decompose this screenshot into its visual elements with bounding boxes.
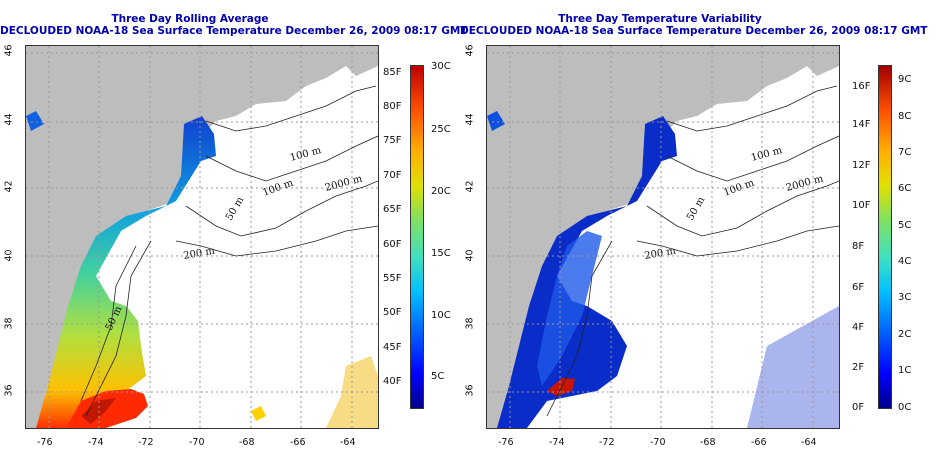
left-cb-c-20: 20C — [431, 186, 451, 197]
left-cb-c-10: 10C — [431, 310, 451, 321]
variability-inner-shelf — [537, 231, 602, 386]
left-cb-f-65: 65F — [383, 204, 402, 215]
left-title-line1: Three Day Rolling Average — [111, 13, 269, 25]
right-cb-c-5: 5C — [898, 220, 912, 231]
left-lon-64: -64 — [340, 437, 356, 448]
left-lat-46: 46 — [3, 44, 15, 57]
right-cb-c-8: 8C — [898, 111, 912, 122]
left-lat-42: 42 — [3, 180, 15, 193]
left-lon-76: -76 — [37, 437, 53, 448]
right-cb-f-10: 10F — [852, 200, 871, 211]
left-cb-f-60: 60F — [383, 239, 402, 250]
sst-shelf-water — [36, 116, 216, 428]
right-cb-c-1: 1C — [898, 365, 912, 376]
right-lat-36: 36 — [464, 384, 476, 397]
left-cb-f-70: 70F — [383, 170, 402, 181]
left-lon-74: -74 — [88, 437, 104, 448]
left-cb-c-5: 5C — [431, 371, 445, 382]
left-lat-36: 36 — [3, 384, 15, 397]
right-colorbar — [878, 65, 892, 409]
sst-variability-map-svg: 100 m 100 m 2000 m 50 m 200 m — [487, 46, 839, 428]
right-lon-76: -76 — [498, 437, 514, 448]
right-lon-72: -72 — [599, 437, 615, 448]
left-title-line2: DECLOUDED NOAA-18 Sea Surface Temperatur… — [0, 25, 468, 37]
sst-offshore-patch — [251, 406, 266, 421]
right-cb-f-6: 6F — [852, 282, 865, 293]
variability-offshore-patch — [747, 306, 839, 428]
right-lat-42: 42 — [464, 180, 476, 193]
left-lon-66: -66 — [290, 437, 306, 448]
right-lon-66: -66 — [751, 437, 767, 448]
bathymetry-contours — [80, 85, 378, 417]
right-title-line2: DECLOUDED NOAA-18 Sea Surface Temperatur… — [460, 25, 928, 37]
right-lat-40: 40 — [464, 249, 476, 262]
right-cb-f-14: 14F — [852, 119, 871, 130]
right-title-line1: Three Day Temperature Variability — [558, 13, 762, 25]
left-cb-f-80: 80F — [383, 101, 402, 112]
right-cb-f-4: 4F — [852, 322, 865, 333]
left-colorbar — [410, 65, 424, 409]
right-cb-f-0: 0F — [852, 402, 865, 413]
right-lon-64: -64 — [801, 437, 817, 448]
sst-average-map-svg: 100 m 100 m 2000 m 50 m 200 m 50 m — [26, 46, 378, 428]
sst-north-patch — [26, 111, 44, 131]
left-cb-c-15: 15C — [431, 248, 451, 259]
graticule — [487, 46, 839, 428]
right-lat-38: 38 — [464, 317, 476, 330]
left-lon-68: -68 — [239, 437, 255, 448]
left-lat-40: 40 — [3, 249, 15, 262]
right-cb-f-12: 12F — [852, 160, 871, 171]
variability-north-patch — [487, 111, 505, 131]
right-lon-68: -68 — [700, 437, 716, 448]
sst-variability-map: 100 m 100 m 2000 m 50 m 200 m — [486, 45, 840, 429]
graticule — [26, 46, 378, 428]
right-lat-44: 44 — [464, 113, 476, 126]
left-cb-f-40: 40F — [383, 376, 402, 387]
left-lon-72: -72 — [138, 437, 154, 448]
right-cb-c-7: 7C — [898, 147, 912, 158]
right-cb-c-2: 2C — [898, 329, 912, 340]
right-cb-c-9: 9C — [898, 74, 912, 85]
right-cb-f-2: 2F — [852, 362, 865, 373]
left-cb-f-55: 55F — [383, 273, 402, 284]
right-cb-c-0: 0C — [898, 402, 912, 413]
left-cb-f-50: 50F — [383, 307, 402, 318]
left-cb-f-75: 75F — [383, 135, 402, 146]
right-lon-70: -70 — [650, 437, 666, 448]
right-cb-c-6: 6C — [898, 183, 912, 194]
left-cb-f-85: 85F — [383, 67, 402, 78]
right-lat-46: 46 — [464, 44, 476, 57]
bathymetry-contours — [546, 85, 839, 417]
right-cb-c-4: 4C — [898, 256, 912, 267]
left-cb-f-45: 45F — [383, 342, 402, 353]
left-cb-c-25: 25C — [431, 124, 451, 135]
left-lat-38: 38 — [3, 317, 15, 330]
left-lat-44: 44 — [3, 113, 15, 126]
right-cb-f-8: 8F — [852, 241, 865, 252]
left-cb-c-30: 30C — [431, 61, 451, 72]
right-cb-f-16: 16F — [852, 81, 871, 92]
right-cb-c-3: 3C — [898, 292, 912, 303]
left-lon-70: -70 — [189, 437, 205, 448]
sst-average-map: 100 m 100 m 2000 m 50 m 200 m 50 m — [25, 45, 379, 429]
right-lon-74: -74 — [549, 437, 565, 448]
